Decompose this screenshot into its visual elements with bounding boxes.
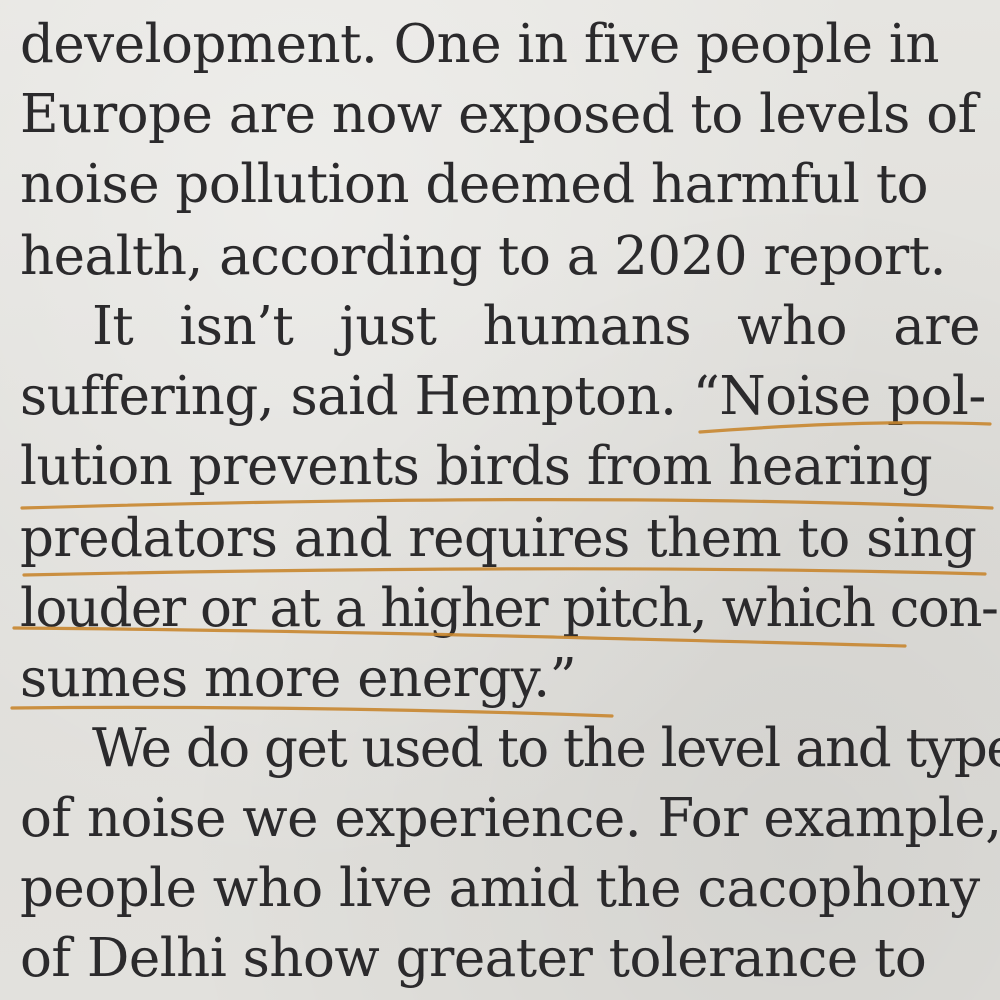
text-line-10: sumes more energy.” xyxy=(20,648,577,709)
text-line-9: louder or at a higher pitch, which con- xyxy=(20,578,999,639)
pen-underline-2 xyxy=(20,498,994,510)
word: are xyxy=(893,296,980,357)
text-line-2: Europe are now exposed to levels of xyxy=(20,84,977,145)
word: It xyxy=(92,296,134,357)
word: who xyxy=(737,296,848,357)
word: humans xyxy=(482,296,692,357)
word: isn’t xyxy=(179,296,294,357)
pen-underline-3 xyxy=(22,567,987,577)
text-line-6: suffering, said Hempton. “Noise pol- xyxy=(20,366,986,427)
text-line-11: We do get used to the level and type xyxy=(92,718,1000,779)
text-line-1: development. One in five people in xyxy=(20,14,939,75)
text-line-3: noise pollution deemed harmful to xyxy=(20,154,929,215)
text-line-12: of noise we experience. For example, xyxy=(20,788,1000,849)
text-line-4: health, according to a 2020 report. xyxy=(20,226,946,287)
text-line-5: It isn’t just humans who are xyxy=(92,300,980,353)
text-line-13: people who live amid the cacophony xyxy=(20,858,980,919)
text-line-8: predators and requires them to sing xyxy=(20,508,977,569)
text-line-14: of Delhi show greater tolerance to xyxy=(20,928,927,989)
text-line-7: lution prevents birds from hearing xyxy=(20,436,933,497)
word: just xyxy=(339,296,437,357)
